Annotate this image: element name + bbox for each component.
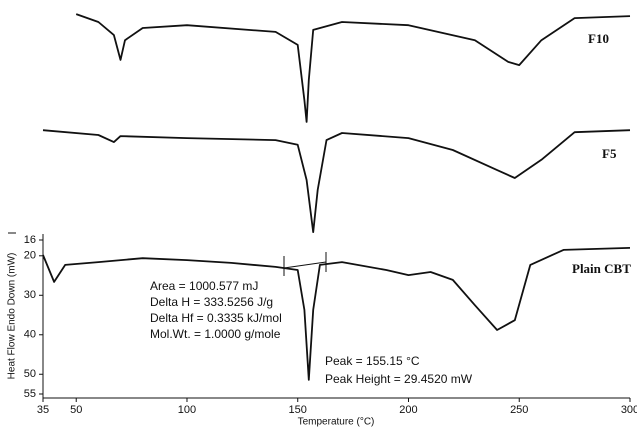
baseline [283, 261, 327, 269]
y-tick-label: 16 [24, 234, 36, 246]
y-tick-label: 30 [24, 289, 36, 301]
series-label: F5 [602, 146, 617, 161]
annotation: Delta H = 333.5256 J/g [150, 295, 273, 309]
x-tick-label: 50 [70, 404, 82, 416]
y-tick-label: 55 [24, 388, 36, 400]
y-tick-label: 40 [24, 329, 36, 341]
series-line [42, 129, 631, 233]
x-tick-label: 150 [289, 404, 307, 416]
y-axis-title: Heat Flow Endo Down (mW) [7, 253, 18, 380]
annotation: Peak Height = 29.4520 mW [325, 372, 473, 386]
x-tick-label: 200 [399, 404, 417, 416]
series-line [75, 13, 631, 123]
x-tick-label: 35 [37, 404, 49, 416]
x-tick-label: 100 [178, 404, 196, 416]
y-tick-label: 20 [24, 250, 36, 262]
annotation: Delta Hf = 0.3335 kJ/mol [150, 311, 282, 325]
series-label: Plain CBT [572, 261, 631, 276]
y-tick-label: 50 [24, 368, 36, 380]
annotation: Mol.Wt. = 1.0000 g/mole [150, 327, 281, 341]
series-line [42, 247, 631, 381]
x-axis-title: Temperature (°C) [298, 417, 375, 428]
annotation: Area = 1000.577 mJ [150, 279, 258, 293]
x-tick-label: 300 [621, 404, 637, 416]
series-label: F10 [588, 31, 609, 46]
x-tick-label: 250 [510, 404, 528, 416]
annotation: Peak = 155.15 °C [325, 354, 420, 368]
